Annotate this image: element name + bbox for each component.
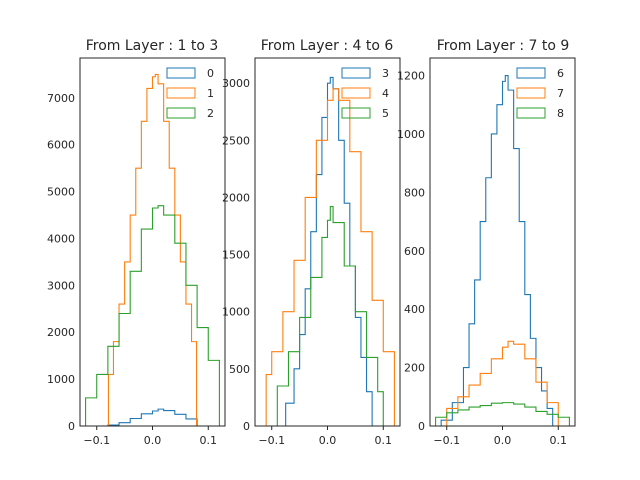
- x-ticks: −0.1 0.0 0.1: [433, 426, 567, 447]
- legend-label-5: 5: [382, 107, 389, 120]
- legend-swatch-6: [516, 67, 546, 79]
- y-ticks: 0 500 1000 1500 2000 2500 3000: [222, 77, 250, 433]
- series-layer: [265, 76, 395, 426]
- y-tick-label: 2500: [222, 134, 250, 147]
- legend-label-1: 1: [207, 87, 214, 100]
- y-tick-label: 2000: [222, 191, 250, 204]
- y-tick-label: 800: [404, 186, 425, 199]
- y-tick-label: 1000: [222, 306, 250, 319]
- y-tick-label: 0: [68, 420, 75, 433]
- y-ticks: 0 200 400 600 800 1000 1200: [397, 70, 425, 433]
- series-4-histogram: [265, 88, 395, 426]
- y-tick-label: 1000: [47, 373, 75, 386]
- x-tick-label: 0.0: [144, 434, 162, 447]
- legend-label-0: 0: [207, 67, 214, 80]
- y-tick-label: 0: [418, 420, 425, 433]
- legend-swatch-7: [516, 87, 546, 99]
- y-tick-label: 200: [404, 362, 425, 375]
- legend-label-6: 6: [557, 67, 564, 80]
- y-tick-label: 600: [404, 245, 425, 258]
- y-tick-label: 400: [404, 303, 425, 316]
- legend-label-7: 7: [557, 87, 564, 100]
- series-layer: [85, 73, 220, 426]
- series-5-histogram: [276, 206, 384, 426]
- legend-swatch-8: [516, 107, 546, 119]
- series-8-histogram: [435, 402, 570, 426]
- legend-swatch-2: [166, 107, 196, 119]
- legend-swatch-3: [341, 67, 371, 79]
- series-6-histogram: [440, 74, 554, 426]
- legend-label-4: 4: [382, 87, 389, 100]
- x-tick-label: 0.0: [319, 434, 337, 447]
- x-tick-label: 0.1: [375, 434, 393, 447]
- series-0-histogram: [107, 408, 198, 426]
- y-tick-label: 3000: [47, 279, 75, 292]
- legend-swatch-0: [166, 67, 196, 79]
- x-tick-label: 0.1: [200, 434, 218, 447]
- legend: 3 4 5: [341, 67, 389, 120]
- x-tick-label: −0.1: [433, 434, 460, 447]
- series-layer: [435, 74, 570, 426]
- x-tick-label: 0.0: [494, 434, 512, 447]
- y-tick-label: 1500: [222, 249, 250, 262]
- legend: 6 7 8: [516, 67, 564, 120]
- y-tick-label: 1000: [397, 128, 425, 141]
- y-tick-label: 1200: [397, 70, 425, 83]
- y-tick-label: 0: [243, 420, 250, 433]
- legend-swatch-4: [341, 87, 371, 99]
- legend-label-8: 8: [557, 107, 564, 120]
- legend-swatch-5: [341, 107, 371, 119]
- panel-title: From Layer : 7 to 9: [437, 38, 570, 54]
- series-7-histogram: [446, 340, 559, 426]
- y-tick-label: 2000: [47, 326, 75, 339]
- x-tick-label: 0.1: [550, 434, 568, 447]
- panel-title: From Layer : 4 to 6: [261, 38, 394, 54]
- x-tick-label: −0.1: [83, 434, 110, 447]
- series-3-histogram: [285, 76, 373, 426]
- x-ticks: −0.1 0.0 0.1: [258, 426, 392, 447]
- y-ticks: 0 1000 2000 3000 4000 5000 6000 7000: [47, 92, 75, 433]
- panel-1: From Layer : 4 to 6 −0.1 0.0 0.1 0 500 1000 1…: [222, 38, 401, 447]
- y-tick-label: 7000: [47, 92, 75, 105]
- legend-swatch-1: [166, 87, 196, 99]
- legend-label-2: 2: [207, 107, 214, 120]
- y-tick-label: 6000: [47, 139, 75, 152]
- panel-2: From Layer : 7 to 9 −0.1 0.0 0.1 020040060…: [397, 38, 576, 447]
- series-2-histogram: [85, 205, 220, 426]
- y-tick-label: 500: [229, 363, 250, 376]
- x-tick-label: −0.1: [258, 434, 285, 447]
- y-tick-label: 5000: [47, 186, 75, 199]
- legend-label-3: 3: [382, 67, 389, 80]
- legend: 0 1 2: [166, 67, 214, 120]
- x-ticks: −0.1 0.0 0.1: [83, 426, 217, 447]
- y-tick-label: 4000: [47, 232, 75, 245]
- y-tick-label: 3000: [222, 77, 250, 90]
- panel-0: From Layer : 1 to 3 −0.1 0.0 0.1 0 1000 2000…: [47, 38, 226, 447]
- panel-title: From Layer : 1 to 3: [86, 38, 219, 54]
